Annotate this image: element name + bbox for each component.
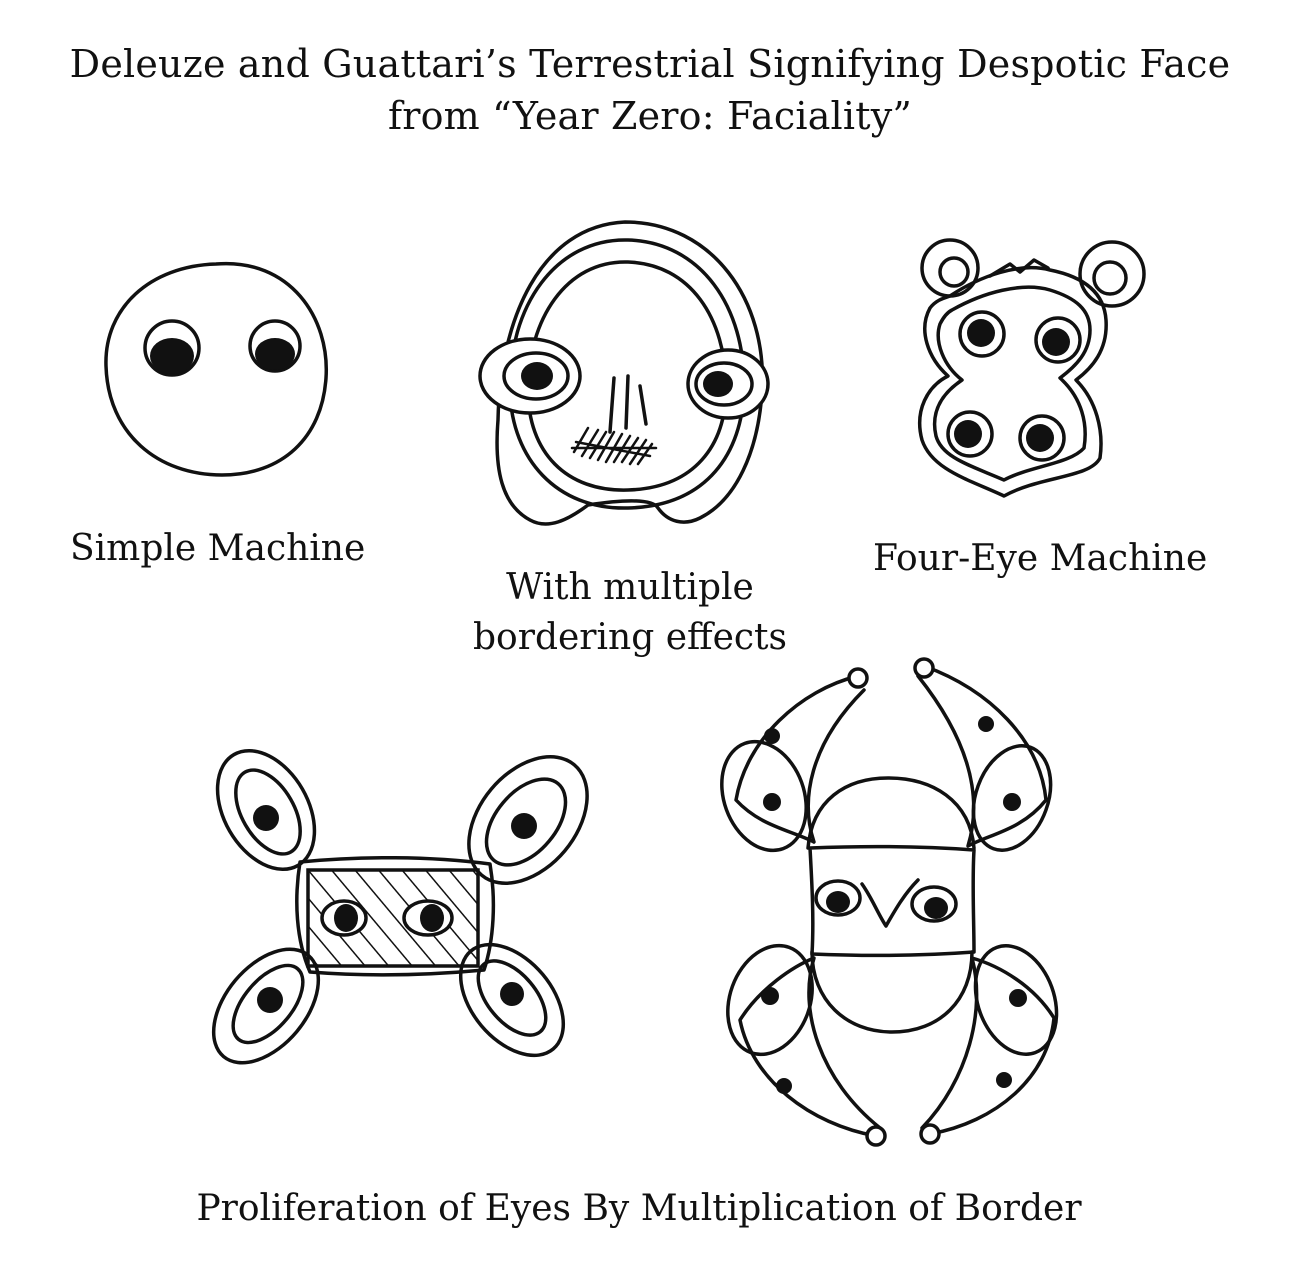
horn-lower-right: [920, 956, 1056, 1136]
four-eye-eye-4: [1018, 414, 1066, 462]
owl-right-eye: [910, 885, 958, 923]
four-eye-left-ear: [920, 238, 980, 298]
title-line-1: Deleuze and Guattari’s Terrestrial Signi…: [69, 42, 1231, 86]
center-square: [808, 844, 976, 958]
petal-bottom-left-inner: [231, 963, 305, 1045]
four-eye-machine-face: [917, 238, 1146, 498]
proliferation-left-figure: [211, 748, 589, 1065]
four-eye-brow-scribble: [988, 258, 1050, 278]
simple-face-outline: [104, 261, 328, 477]
bordering-inner-border: [526, 260, 728, 492]
petal-top-right-outer: [467, 755, 589, 885]
proliferation-right-figure: [720, 657, 1059, 1147]
caption-bordering-line-1: With multiple: [506, 567, 754, 608]
horn-lower-left: [738, 956, 882, 1138]
proliferation-right-eye: [402, 899, 454, 937]
bordering-nose: [608, 374, 648, 434]
petal-bottom-right-inner: [476, 959, 548, 1037]
four-eye-eye-3: [946, 410, 994, 458]
four-eye-eye-2: [1034, 316, 1082, 364]
bordering-effects-face: [478, 220, 770, 526]
caption-bordering-line-2: bordering effects: [473, 617, 787, 658]
simple-left-eye: [143, 319, 201, 377]
lower-dome: [810, 950, 974, 1034]
petal-top-left-inner: [234, 768, 302, 856]
upper-dome: [806, 776, 976, 850]
owl-beak: [860, 878, 920, 928]
four-eye-inner-outline: [932, 285, 1092, 482]
bordering-left-eye: [478, 337, 582, 415]
caption-bordering-effects: With multiple bordering effects: [420, 563, 840, 663]
caption-simple-machine: Simple Machine: [70, 528, 366, 569]
bordering-middle-border: [508, 238, 746, 510]
diagram-title: Deleuze and Guattari’s Terrestrial Signi…: [0, 38, 1300, 142]
bordering-right-eye: [686, 348, 770, 420]
proliferation-left-eye: [320, 899, 368, 937]
petal-top-right-inner: [484, 777, 568, 867]
simple-machine-face: [104, 261, 328, 477]
caption-proliferation: Proliferation of Eyes By Multiplication …: [196, 1188, 1082, 1229]
caption-four-eye-machine: Four-Eye Machine: [873, 538, 1208, 579]
horn-upper-left: [734, 674, 866, 844]
bordering-mouth-hatch: [570, 426, 658, 466]
simple-right-eye: [248, 319, 302, 373]
horn-upper-right: [916, 664, 1048, 848]
owl-left-eye: [814, 879, 862, 917]
outer-frame: [295, 855, 496, 977]
title-line-2: from “Year Zero: Faciality”: [387, 94, 913, 138]
four-eye-outer-outline: [917, 265, 1108, 498]
four-eye-eye-1: [958, 310, 1006, 358]
four-eye-right-ear: [1078, 240, 1146, 308]
